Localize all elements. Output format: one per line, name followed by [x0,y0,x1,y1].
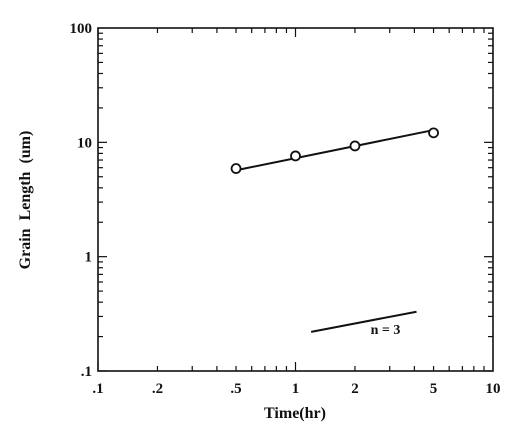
x-tick-label: 10 [486,381,501,397]
x-tick-label: 1 [292,381,300,397]
x-tick-label: 5 [430,381,438,397]
fit-line [235,129,434,172]
y-tick-label: .1 [81,364,92,380]
data-point [230,163,242,174]
data-point [349,140,361,152]
data-point [428,127,439,139]
x-axis-label: Time(hr) [264,405,326,422]
annotations: n = 3 [371,323,401,338]
y-tick-label: 1 [85,250,93,266]
tick-labels: .1 .2 .5 1 2 5 10 .1 1 10 100 [70,21,501,397]
y-tick-label: 10 [77,135,92,151]
x-tick-label: .1 [92,381,103,397]
axis-ticks [97,28,493,372]
data-point [290,150,301,162]
data-points [230,127,439,174]
reference-slope-line [310,310,417,333]
x-tick-label: .5 [230,381,241,397]
x-tick-label: .2 [152,381,163,397]
x-tick-label: 2 [351,381,359,397]
y-tick-label: 100 [70,21,93,37]
chart-lines [235,129,434,333]
plot-frame [97,27,494,372]
y-axis-label: Grain Length (um) [17,131,34,270]
annotation-label: n = 3 [371,323,401,338]
